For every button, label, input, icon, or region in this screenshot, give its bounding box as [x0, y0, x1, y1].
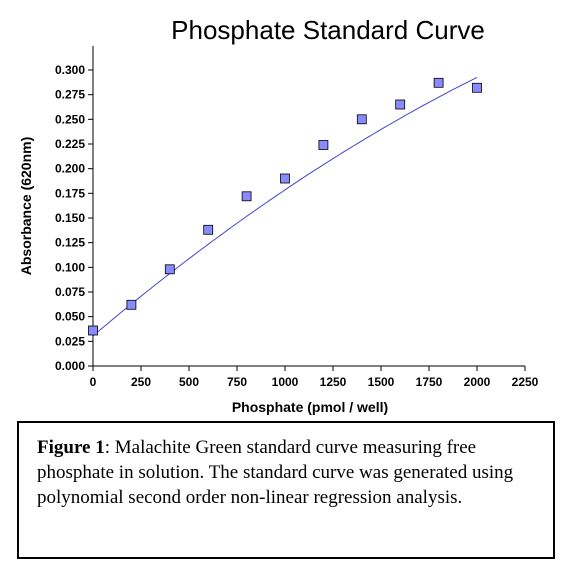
y-tick-label: 0.150 [55, 211, 85, 225]
y-tick-label: 0.100 [55, 260, 85, 274]
figure-label: Figure 1 [37, 437, 105, 458]
y-tick-label: 0.025 [55, 334, 85, 348]
x-tick-label: 1250 [320, 375, 347, 389]
y-axis-label: Absorbance (620nm) [18, 137, 34, 275]
data-point [164, 264, 175, 275]
data-points-group [88, 77, 482, 336]
data-point [88, 325, 98, 336]
chart-title: Phosphate Standard Curve [171, 15, 485, 45]
y-tick-label: 0.200 [55, 162, 85, 176]
fit-curve-line [92, 76, 478, 337]
chart-axes: 0.000 0.025 0.050 0.075 0.100 0.125 0.150 0.175… [55, 46, 539, 389]
fit-curve-group [92, 76, 478, 337]
x-tick-label: 2000 [464, 375, 491, 389]
x-tick-label: 750 [227, 375, 247, 389]
x-tick-label: 2250 [512, 375, 539, 389]
y-tick-label: 0.125 [55, 236, 85, 250]
y-tick-label: 0.000 [55, 359, 85, 373]
y-tick-label: 0.300 [55, 63, 85, 77]
y-tick-label: 0.275 [55, 88, 85, 102]
x-axis-label: Phosphate (pmol / well) [232, 399, 388, 415]
x-tick-label: 500 [179, 375, 199, 389]
y-tick-label: 0.050 [55, 310, 85, 324]
figure-caption-box: Figure 1: Malachite Green standard curve… [17, 421, 555, 559]
data-point [280, 173, 290, 184]
x-tick-label: 1500 [368, 375, 395, 389]
x-tick-label: 1000 [272, 375, 299, 389]
data-point [356, 114, 367, 125]
data-point [318, 140, 329, 150]
data-point [126, 299, 137, 310]
data-point [433, 77, 444, 88]
figure-caption: Figure 1: Malachite Green standard curve… [37, 435, 537, 510]
x-tick-label: 250 [131, 375, 151, 389]
data-point [472, 82, 482, 93]
data-point [395, 99, 406, 110]
figure-caption-text: : Malachite Green standard curve measuri… [37, 437, 514, 508]
y-tick-label: 0.175 [55, 186, 85, 200]
y-tick-label: 0.225 [55, 137, 85, 151]
y-tick-label: 0.250 [55, 112, 85, 126]
x-tick-label: 1750 [416, 375, 443, 389]
x-tick-label: 0 [90, 375, 97, 389]
data-point [241, 191, 252, 202]
data-point [203, 224, 214, 235]
phosphate-standard-curve-chart: Phosphate Standard Curve Absorbance (620… [18, 15, 539, 415]
y-tick-label: 0.075 [55, 285, 85, 299]
